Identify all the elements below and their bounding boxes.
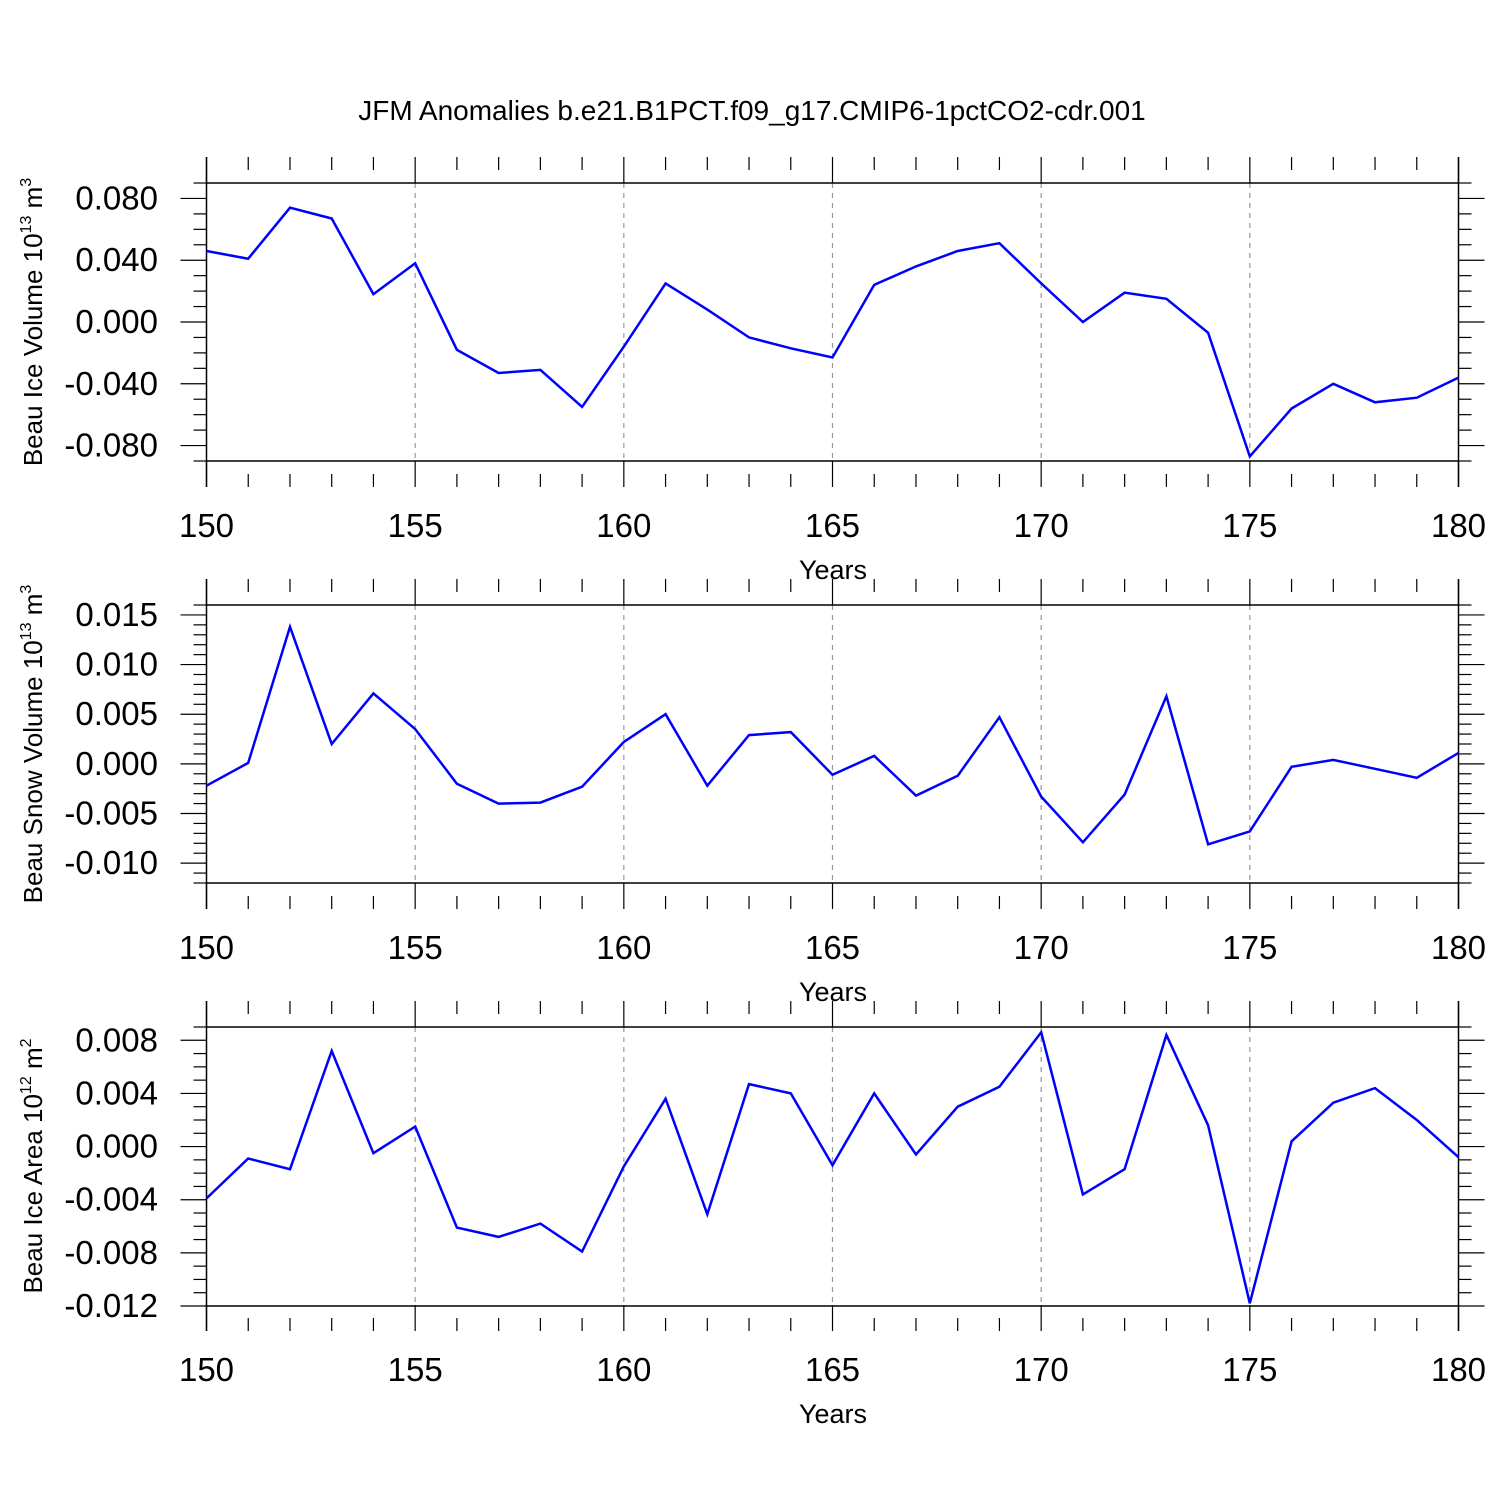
y-tick-label: -0.080	[64, 427, 158, 464]
series-line	[205, 1029, 1460, 1304]
x-tick-label: 160	[596, 507, 651, 544]
x-tick-label: 180	[1431, 507, 1486, 544]
y-axis-title: Beau Snow Volume 1013 m3	[18, 585, 48, 904]
y-axis-title: Beau Ice Area 1012 m2	[18, 1038, 48, 1293]
x-tick-label: 170	[1014, 929, 1069, 966]
y-tick-label: -0.012	[64, 1287, 158, 1324]
y-tick-label: -0.004	[64, 1181, 158, 1218]
x-tick-label: 180	[1431, 929, 1486, 966]
panel-ice-volume: -0.080 -0.040 0.000 0.040 0.080 150 155 160 165 1…	[18, 157, 1486, 585]
y-tick-label: 0.004	[75, 1074, 158, 1111]
y-tick-label: 0.040	[75, 241, 158, 278]
x-tick-label: 155	[388, 1351, 443, 1388]
x-tick-label: 160	[596, 1351, 651, 1388]
chart-title: JFM Anomalies b.e21.B1PCT.f09_g17.CMIP6-…	[358, 95, 1146, 126]
panel-snow-volume: -0.010 -0.005 0.000 0.005 0.010 0.015 150 155 16…	[18, 579, 1486, 1007]
x-axis-title: Years	[799, 1399, 867, 1429]
y-tick-label: -0.005	[64, 795, 158, 832]
x-tick-label: 155	[388, 507, 443, 544]
x-tick-label: 160	[596, 929, 651, 966]
series-line	[205, 622, 1460, 846]
x-tick-label: 165	[805, 1351, 860, 1388]
y-tick-label: 0.005	[75, 695, 158, 732]
x-tick-label: 175	[1222, 929, 1277, 966]
y-tick-label: -0.010	[64, 844, 158, 881]
panel-ice-area: -0.012 -0.008 -0.004 0.000 0.004 0.008 150 155 1…	[18, 1001, 1486, 1429]
y-tick-label: 0.010	[75, 646, 158, 683]
y-axis-title: Beau Ice Volume 1013 m3	[18, 178, 48, 466]
x-tick-label: 170	[1014, 1351, 1069, 1388]
x-tick-label: 175	[1222, 507, 1277, 544]
y-tick-label: 0.015	[75, 596, 158, 633]
x-tick-label: 155	[388, 929, 443, 966]
x-tick-label: 180	[1431, 1351, 1486, 1388]
y-tick-label: 0.000	[75, 303, 158, 340]
x-tick-label: 175	[1222, 1351, 1277, 1388]
y-tick-label: 0.000	[75, 745, 158, 782]
x-tick-label: 150	[179, 507, 234, 544]
y-tick-label: 0.008	[75, 1021, 158, 1058]
x-tick-label: 165	[805, 507, 860, 544]
y-tick-label: 0.000	[75, 1128, 158, 1165]
x-tick-label: 150	[179, 929, 234, 966]
y-tick-label: -0.040	[64, 365, 158, 402]
x-tick-label: 170	[1014, 507, 1069, 544]
x-tick-label: 165	[805, 929, 860, 966]
y-tick-label: 0.080	[75, 179, 158, 216]
y-tick-label: -0.008	[64, 1234, 158, 1271]
x-tick-label: 150	[179, 1351, 234, 1388]
series-line	[206, 206, 1460, 459]
